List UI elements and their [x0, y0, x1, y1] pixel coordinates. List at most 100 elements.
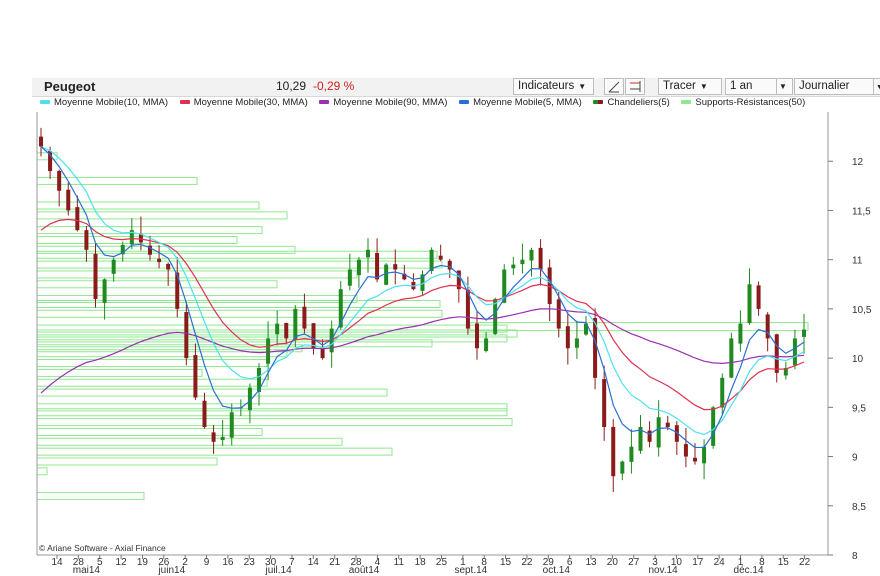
- candle-body: [148, 245, 152, 255]
- candle-body: [166, 263, 171, 270]
- candle-body: [293, 308, 298, 341]
- candle-body: [529, 249, 534, 261]
- legend-item-mm30[interactable]: Moyenne Mobile(30, MMA): [179, 97, 308, 108]
- support-level-box: [36, 270, 358, 279]
- y-tick-label: 10: [852, 354, 864, 365]
- interval-select-arrow[interactable]: ▼: [873, 78, 880, 95]
- candle-body: [693, 457, 697, 462]
- candle-body: [584, 323, 588, 335]
- candle-body: [39, 136, 43, 147]
- y-tick-label: 11: [852, 256, 863, 267]
- y-tick-label: 10,5: [852, 305, 872, 316]
- x-tick-label: 1: [738, 557, 744, 568]
- legend-swatch: [459, 100, 470, 105]
- x-month-label: juin14: [157, 565, 185, 576]
- candle-body: [302, 306, 307, 329]
- x-tick-label: 9: [204, 557, 210, 568]
- candle-body: [375, 253, 380, 280]
- stock-name: Peugeot: [44, 79, 96, 94]
- candle-body: [420, 274, 425, 291]
- candle-body: [384, 264, 389, 285]
- candle-body: [402, 273, 407, 280]
- draw-dropdown[interactable]: Tracer ▼: [658, 78, 722, 95]
- support-level-box: [36, 408, 508, 417]
- chevron-down-icon: ▼: [578, 82, 587, 91]
- candle-body: [66, 189, 71, 211]
- candle-body: [720, 377, 725, 408]
- draw-label: Tracer: [663, 80, 696, 92]
- candle-body: [593, 318, 598, 378]
- candle-body: [157, 258, 162, 263]
- legend-item-mm10[interactable]: Moyenne Mobile(10, MMA): [40, 97, 168, 108]
- candle-body: [284, 323, 289, 339]
- candle-body: [520, 259, 525, 265]
- candle-body: [729, 338, 734, 378]
- x-tick-label: 11: [394, 557, 405, 568]
- support-level-box: [36, 211, 288, 220]
- moving-average-5-line: [40, 146, 805, 449]
- x-tick-label: 17: [692, 557, 704, 568]
- candle-body: [774, 334, 779, 373]
- candle-body: [320, 347, 325, 359]
- candle-body: [484, 338, 489, 352]
- x-tick-label: 12: [116, 557, 128, 568]
- support-level-box: [36, 226, 263, 235]
- x-tick-label: 25: [436, 557, 448, 568]
- candle-body: [538, 247, 543, 270]
- candle-body: [629, 446, 634, 462]
- x-month-label: août14: [349, 565, 380, 576]
- candle-body: [683, 444, 688, 457]
- interval-select[interactable]: Journalier: [794, 78, 876, 95]
- copyright-notice: © Ariane Software - Axial Finance: [39, 543, 166, 553]
- chart-legend: Moyenne Mobile(10, MMA) Moyenne Mobile(3…: [40, 97, 880, 111]
- period-select-arrow[interactable]: ▼: [776, 78, 793, 95]
- candle-body: [338, 289, 343, 328]
- x-tick-label: 14: [51, 557, 63, 568]
- horizontal-line-tool-button[interactable]: [625, 78, 645, 95]
- legend-swatch: [179, 100, 190, 105]
- candle-body: [665, 422, 670, 428]
- candle-body: [93, 253, 98, 300]
- candle-body: [220, 436, 225, 441]
- candle-body: [756, 285, 761, 309]
- trend-line-icon: [608, 81, 620, 93]
- support-level-box: [36, 447, 393, 456]
- candle-body: [211, 432, 216, 442]
- support-resistance-layer: [36, 152, 809, 500]
- x-tick-label: 5: [97, 557, 103, 568]
- period-label: 1 an: [730, 80, 753, 92]
- x-tick-label: 28: [73, 557, 85, 568]
- candle-body: [184, 312, 189, 359]
- x-tick-label: 15: [778, 557, 790, 568]
- support-level-box: [36, 324, 508, 333]
- x-tick-label: 22: [521, 557, 533, 568]
- x-month-label: sept.14: [454, 565, 487, 576]
- legend-item-candles[interactable]: Chandeliers(5): [593, 97, 670, 108]
- candle-body: [574, 338, 579, 348]
- candle-body: [465, 289, 470, 329]
- support-level-box: [36, 359, 268, 368]
- x-tick-label: 22: [799, 557, 811, 568]
- legend-swatch: [40, 100, 50, 105]
- x-month-label: mai14: [73, 565, 101, 576]
- support-level-box: [36, 437, 343, 446]
- draw-line-tool-button[interactable]: [604, 78, 624, 95]
- candle-body: [547, 267, 552, 304]
- indicators-dropdown[interactable]: Indicateurs ▼: [513, 78, 594, 95]
- legend-item-mm5[interactable]: Moyenne Mobile(5, MMA): [459, 97, 582, 108]
- legend-item-supports[interactable]: Supports-Résistances(50): [681, 97, 805, 108]
- x-tick-label: 18: [415, 557, 427, 568]
- candle-body: [229, 412, 234, 438]
- legend-item-mm90[interactable]: Moyenne Mobile(90, MMA): [319, 97, 447, 108]
- x-tick-label: 20: [607, 557, 619, 568]
- x-tick-label: 4: [375, 557, 381, 568]
- moving-average-30-line: [40, 218, 805, 411]
- instrument-header: Peugeot 10,29 -0,29 % Indicateurs ▼ Trace…: [32, 78, 880, 97]
- candle-body: [511, 264, 516, 269]
- moving-average-90-line: [40, 308, 805, 394]
- candle-body: [111, 259, 116, 274]
- x-month-label: oct.14: [543, 565, 571, 576]
- candle-body: [347, 269, 352, 286]
- x-tick-label: 21: [329, 557, 341, 568]
